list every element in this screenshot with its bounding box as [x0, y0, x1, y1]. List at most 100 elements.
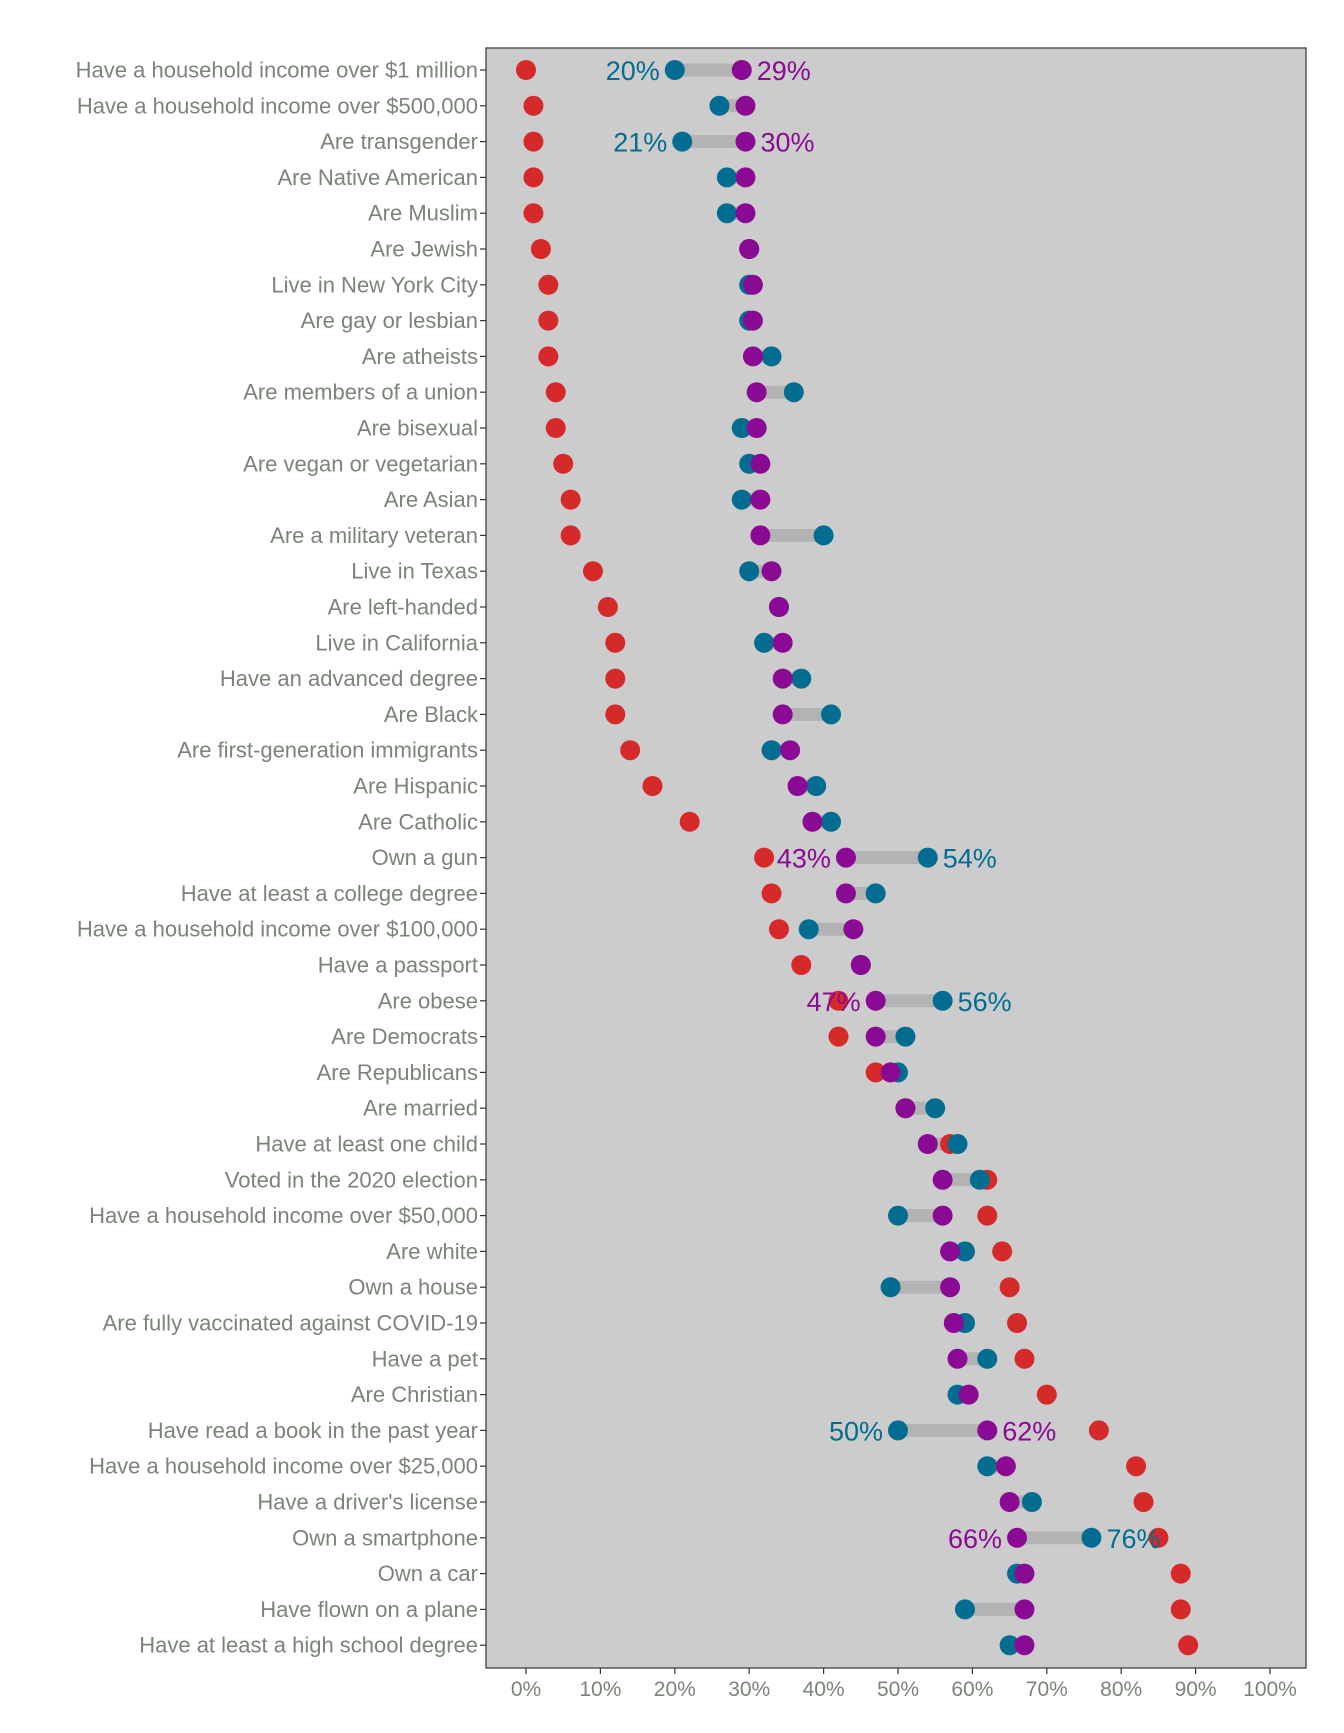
purple-estimate-point: [742, 310, 763, 331]
row-label: Are fully vaccinated against COVID-19: [103, 1311, 478, 1336]
actual-point: [642, 776, 663, 796]
purple-estimate-point: [843, 919, 864, 940]
actual-point: [1036, 1384, 1057, 1405]
actual-point: [620, 740, 641, 761]
blue-estimate-point: [813, 525, 834, 546]
purple-estimate-point: [999, 1492, 1020, 1512]
row-label: Are Democrats: [331, 1024, 478, 1049]
purple-estimate-point: [865, 990, 886, 1011]
value-callouts: 20% 29% 21% 30% 54% 43% 56% 47% 50% 62% 76% 66%: [606, 56, 1161, 1554]
purple-estimate-point: [768, 597, 789, 617]
row-label: Have a household income over $1 million: [76, 58, 478, 83]
blue-estimate-point: [865, 883, 886, 904]
blue-estimate-point: [783, 382, 804, 403]
blue-estimate-point: [969, 1169, 990, 1190]
blue-estimate-point: [731, 418, 752, 438]
blue-estimate-point: [1081, 1527, 1102, 1548]
purple-estimate-point: [1014, 1599, 1035, 1620]
purple-estimate-point: [772, 632, 793, 653]
row-label: Live in California: [315, 630, 478, 655]
row-label: Are married: [363, 1096, 478, 1121]
purple-estimate-point: [940, 1277, 961, 1298]
actual-point: [582, 561, 603, 582]
purple-estimate-point: [943, 1313, 964, 1333]
x-tick-label: 20%: [654, 1678, 696, 1701]
blue-estimate-point: [798, 919, 819, 940]
x-tick-label: 50%: [877, 1678, 919, 1701]
actual-point: [1133, 1492, 1154, 1512]
purple-estimate-point: [735, 167, 756, 188]
blue-estimate-point: [999, 1635, 1020, 1656]
row-label: Are Republicans: [317, 1060, 478, 1085]
actual-point: [679, 811, 700, 832]
actual-point: [791, 955, 812, 975]
blue-estimate-point: [761, 346, 782, 367]
blue-estimate-point: [716, 203, 737, 224]
actual-point: [1148, 1527, 1169, 1548]
blue-estimate-point: [664, 60, 685, 80]
row-label: Are bisexual: [357, 416, 478, 441]
purple-estimate-point: [735, 203, 756, 224]
row-label: Own a house: [348, 1275, 478, 1300]
actual-point: [553, 453, 574, 474]
purple-estimate-point: [995, 1456, 1016, 1477]
actual-point: [1007, 1313, 1028, 1333]
row-label: Have at least a college degree: [181, 881, 478, 906]
row-label: Are white: [386, 1239, 478, 1264]
blue-value-label: 21%: [613, 128, 667, 158]
actual-point: [560, 525, 581, 546]
purple-estimate-point: [1007, 1527, 1028, 1548]
actual-point: [523, 95, 544, 116]
purple-estimate-point: [977, 1420, 998, 1441]
row-label: Are left-handed: [328, 595, 478, 620]
purple-estimate-point: [1014, 1563, 1035, 1584]
actual-point: [538, 274, 559, 295]
purple-estimate-point: [772, 668, 793, 689]
actual-point: [516, 60, 536, 80]
purple-value-label: 30%: [760, 128, 814, 158]
row-label: Are first-generation immigrants: [177, 738, 478, 763]
purple-estimate-point: [735, 131, 756, 152]
row-label: Are gay or lesbian: [301, 308, 478, 333]
x-tick-label: 10%: [579, 1678, 621, 1701]
blue-estimate-point: [739, 561, 760, 582]
actual-point: [754, 847, 775, 868]
purple-estimate-point: [932, 1169, 953, 1190]
blue-estimate-point: [1021, 1492, 1042, 1512]
purple-estimate-point: [746, 382, 767, 403]
actual-point: [605, 704, 626, 725]
x-tick-label: 0%: [511, 1678, 541, 1701]
actual-point: [865, 1062, 886, 1083]
blue-value-label: 20%: [606, 56, 660, 86]
blue-estimate-point: [754, 632, 775, 653]
purple-value-label: 66%: [948, 1524, 1002, 1554]
row-label: Own a car: [378, 1561, 478, 1586]
row-label: Have a pet: [372, 1346, 478, 1371]
blue-estimate-point: [954, 1241, 975, 1262]
actual-point: [992, 1241, 1013, 1262]
blue-estimate-point: [880, 1277, 901, 1298]
purple-value-label: 29%: [757, 56, 811, 86]
row-label: Are Jewish: [370, 237, 478, 262]
blue-estimate-point: [672, 131, 693, 152]
row-label: Are a military veteran: [270, 523, 478, 548]
blue-estimate-point: [716, 167, 737, 188]
row-label: Are vegan or vegetarian: [243, 451, 478, 476]
blue-estimate-point: [932, 990, 953, 1011]
row-label: Have an advanced degree: [220, 666, 478, 691]
row-label: Own a gun: [372, 845, 478, 870]
blue-estimate-point: [977, 1456, 998, 1477]
blue-estimate-point: [806, 776, 827, 796]
actual-point: [1170, 1563, 1191, 1584]
row-label: Are members of a union: [243, 380, 478, 405]
x-tick-label: 30%: [728, 1678, 770, 1701]
row-label: Are Native American: [277, 165, 478, 190]
actual-point: [828, 990, 849, 1011]
purple-estimate-point: [746, 418, 767, 438]
actual-point: [538, 346, 559, 367]
purple-value-label: 43%: [777, 844, 831, 874]
row-label: Are Christian: [351, 1382, 478, 1407]
purple-estimate-point: [761, 561, 782, 582]
